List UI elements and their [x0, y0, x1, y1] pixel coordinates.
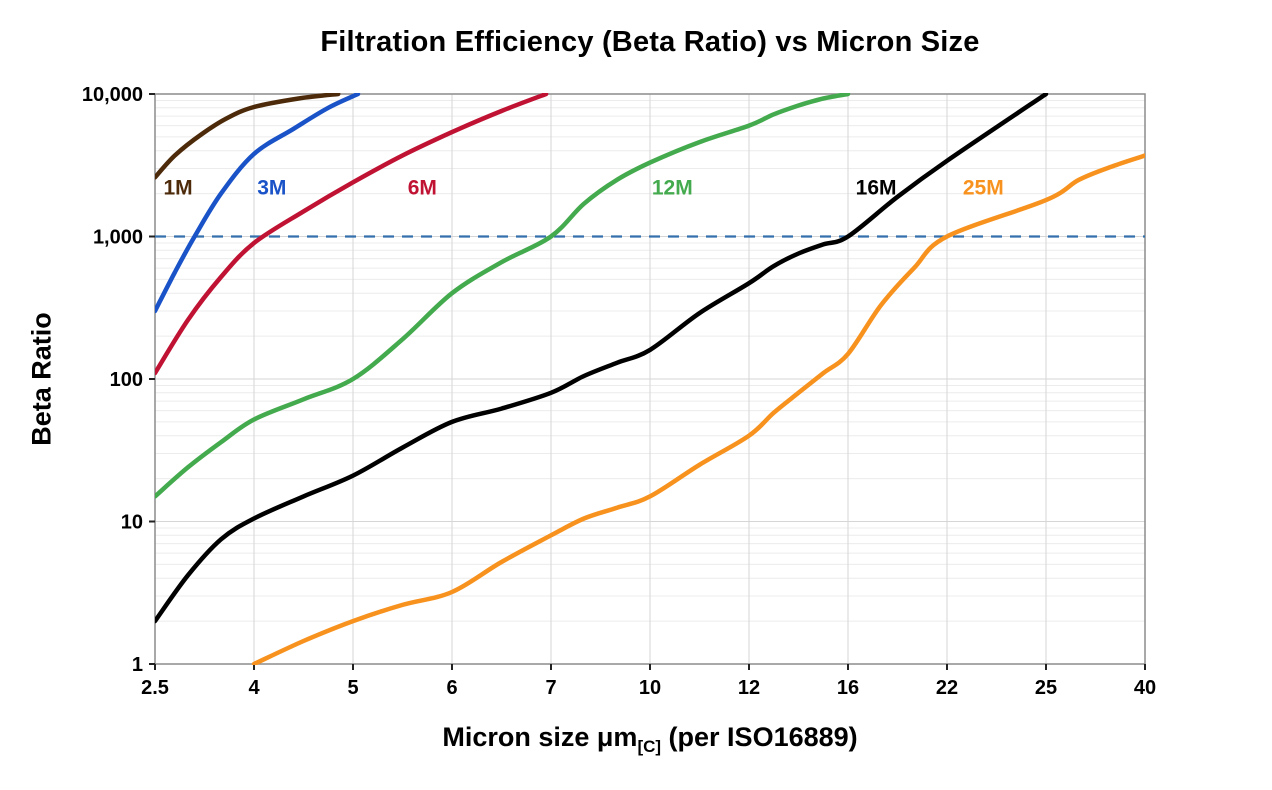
x-tick-label: 25: [1035, 677, 1057, 699]
series-line-12M: [155, 93, 851, 499]
x-tick-label: 40: [1134, 677, 1156, 699]
y-tick-label: 1: [132, 654, 143, 676]
chart-title: Filtration Efficiency (Beta Ratio) vs Mi…: [320, 26, 980, 58]
series-label-25M: 25M: [963, 177, 1004, 200]
series-label-1M: 1M: [164, 177, 193, 200]
series-line-3M: [155, 93, 361, 314]
series-line-16M: [155, 93, 1049, 624]
x-tick-label: 10: [639, 677, 661, 699]
x-tick-label: 4: [248, 677, 260, 699]
x-axis-label-rest: (per ISO16889): [661, 722, 858, 752]
series-line-1M: [155, 93, 341, 180]
x-tick-label: 6: [446, 677, 457, 699]
x-tick-label: 2.5: [141, 677, 169, 699]
y-tick-label: 1,000: [93, 227, 143, 249]
x-tick-label: 16: [837, 677, 859, 699]
x-axis-label: Micron size μm[C] (per ISO16889): [155, 722, 1145, 757]
x-tick-label: 12: [738, 677, 760, 699]
series-label-6M: 6M: [408, 177, 437, 200]
axis-ticks: 2.5 4 5 6 7 10 12 16 22 25 40 1 10 100 1,000 10,000: [82, 84, 1156, 699]
series-label-16M: 16M: [856, 177, 897, 200]
y-axis-label: Beta Ratio: [26, 312, 57, 446]
series-line-6M: [155, 93, 549, 376]
series-line-25M: [251, 153, 1145, 665]
x-tick-label: 22: [936, 677, 958, 699]
y-tick-label: 10,000: [82, 84, 143, 106]
x-axis-label-subscript: [C]: [637, 737, 662, 756]
y-tick-label: 10: [121, 512, 143, 534]
series-label-12M: 12M: [652, 177, 693, 200]
x-axis-label-main: Micron size μm: [442, 722, 638, 752]
x-tick-label: 7: [545, 677, 556, 699]
series-curves: [155, 93, 1145, 665]
y-tick-label: 100: [110, 369, 143, 391]
x-tick-label: 5: [347, 677, 358, 699]
series-label-3M: 3M: [257, 177, 286, 200]
